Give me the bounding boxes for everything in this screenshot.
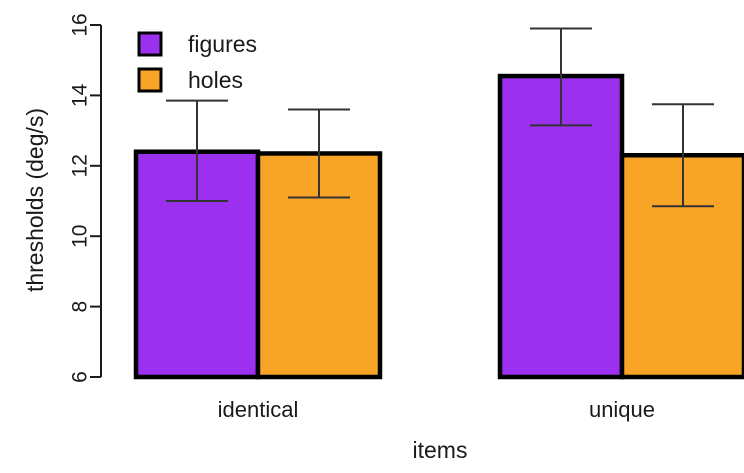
- y-tick-label: 10: [68, 225, 91, 248]
- y-axis: 6 8 10 12 14 16: [68, 13, 102, 383]
- legend-swatch-holes: [137, 67, 163, 93]
- x-axis-title: items: [413, 437, 468, 463]
- legend-swatch-figures: [137, 31, 163, 57]
- x-axis-labels: identical unique: [218, 397, 655, 422]
- category-label-unique: unique: [589, 397, 655, 422]
- y-tick-label: 16: [68, 13, 91, 36]
- legend-label-holes: holes: [188, 67, 243, 93]
- legend-label-figures: figures: [188, 31, 257, 57]
- bar-group: [133, 73, 744, 380]
- y-tick-label: 8: [68, 301, 91, 313]
- y-tick-label: 12: [68, 154, 91, 177]
- y-axis-title: thresholds (deg/s): [22, 108, 48, 292]
- legend: figures holes: [137, 31, 257, 93]
- category-label-identical: identical: [218, 397, 299, 422]
- y-tick-label: 14: [68, 83, 91, 107]
- y-tick-label: 6: [68, 371, 91, 383]
- error-bar-group: [166, 27, 714, 208]
